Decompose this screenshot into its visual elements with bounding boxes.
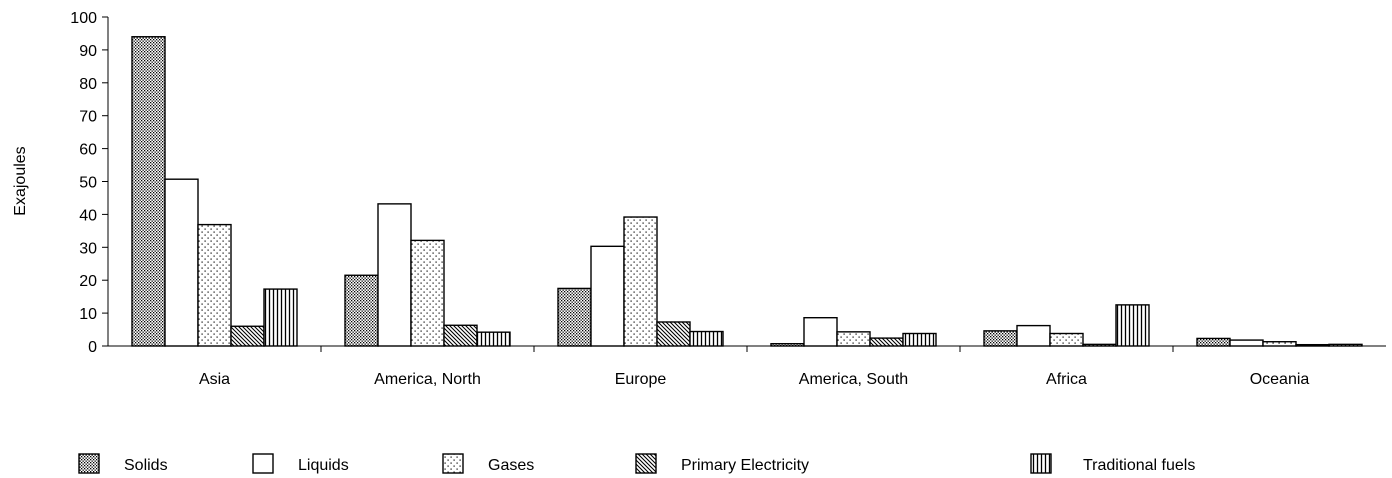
y-tick-label: 100	[70, 10, 97, 27]
x-tick-label: Asia	[199, 371, 230, 388]
legend-label: Solids	[124, 457, 168, 474]
y-tick-label: 60	[79, 142, 97, 159]
x-tick-label: Europe	[615, 371, 667, 388]
y-tick-label: 70	[79, 109, 97, 126]
legend-swatch	[252, 453, 274, 474]
x-tick-label: America, North	[374, 371, 481, 388]
bar	[836, 331, 871, 347]
y-tick-label: 90	[79, 43, 97, 60]
bar	[164, 178, 199, 347]
x-tick-label: Oceania	[1250, 371, 1310, 388]
y-tick-label: 20	[79, 273, 97, 290]
y-tick-label: 30	[79, 240, 97, 257]
y-tick-label: 80	[79, 76, 97, 93]
x-tick-label: Africa	[1046, 371, 1087, 388]
bar	[230, 325, 265, 347]
legend-label: Liquids	[298, 457, 349, 474]
bar	[983, 330, 1018, 347]
bar	[344, 274, 379, 347]
y-axis-ticks: 0 10 20 30 40 50 60 70 80 90 100	[70, 10, 108, 356]
bar	[1049, 332, 1084, 347]
y-axis-label: Exajoules	[12, 146, 29, 215]
bar	[131, 36, 166, 347]
legend-swatch	[78, 453, 100, 474]
y-tick-label: 10	[79, 306, 97, 323]
bar	[623, 216, 658, 347]
bar	[410, 239, 445, 347]
bar	[377, 203, 412, 347]
bar	[869, 337, 904, 347]
y-tick-label: 50	[79, 175, 97, 192]
x-axis-tick-labels: Asia America, North Europe America, South Af…	[199, 346, 1309, 388]
bar	[443, 324, 478, 347]
bar	[656, 321, 691, 347]
bar	[689, 330, 724, 347]
bar	[1262, 341, 1297, 347]
legend-label: Gases	[488, 457, 534, 474]
legend-swatch	[1030, 453, 1052, 474]
legend-label: Primary Electricity	[681, 457, 809, 474]
bar	[590, 245, 625, 347]
bar	[902, 332, 937, 347]
bar	[803, 317, 838, 347]
bar	[1196, 337, 1231, 347]
legend-swatch	[442, 453, 464, 474]
legend-label: Traditional fuels	[1083, 457, 1195, 474]
y-tick-label: 40	[79, 207, 97, 224]
bar	[263, 288, 298, 347]
bar	[476, 331, 511, 347]
bar	[557, 287, 592, 347]
bar	[1229, 339, 1264, 347]
legend-swatch	[635, 453, 657, 474]
bar	[1115, 304, 1150, 347]
y-tick-label: 0	[88, 339, 97, 356]
legend: Solids Liquids Gases Primary Electricity Tra…	[78, 453, 1195, 474]
x-tick-label: America, South	[799, 371, 908, 388]
bar	[197, 223, 232, 347]
bars	[131, 36, 1363, 347]
bar	[1016, 324, 1051, 347]
